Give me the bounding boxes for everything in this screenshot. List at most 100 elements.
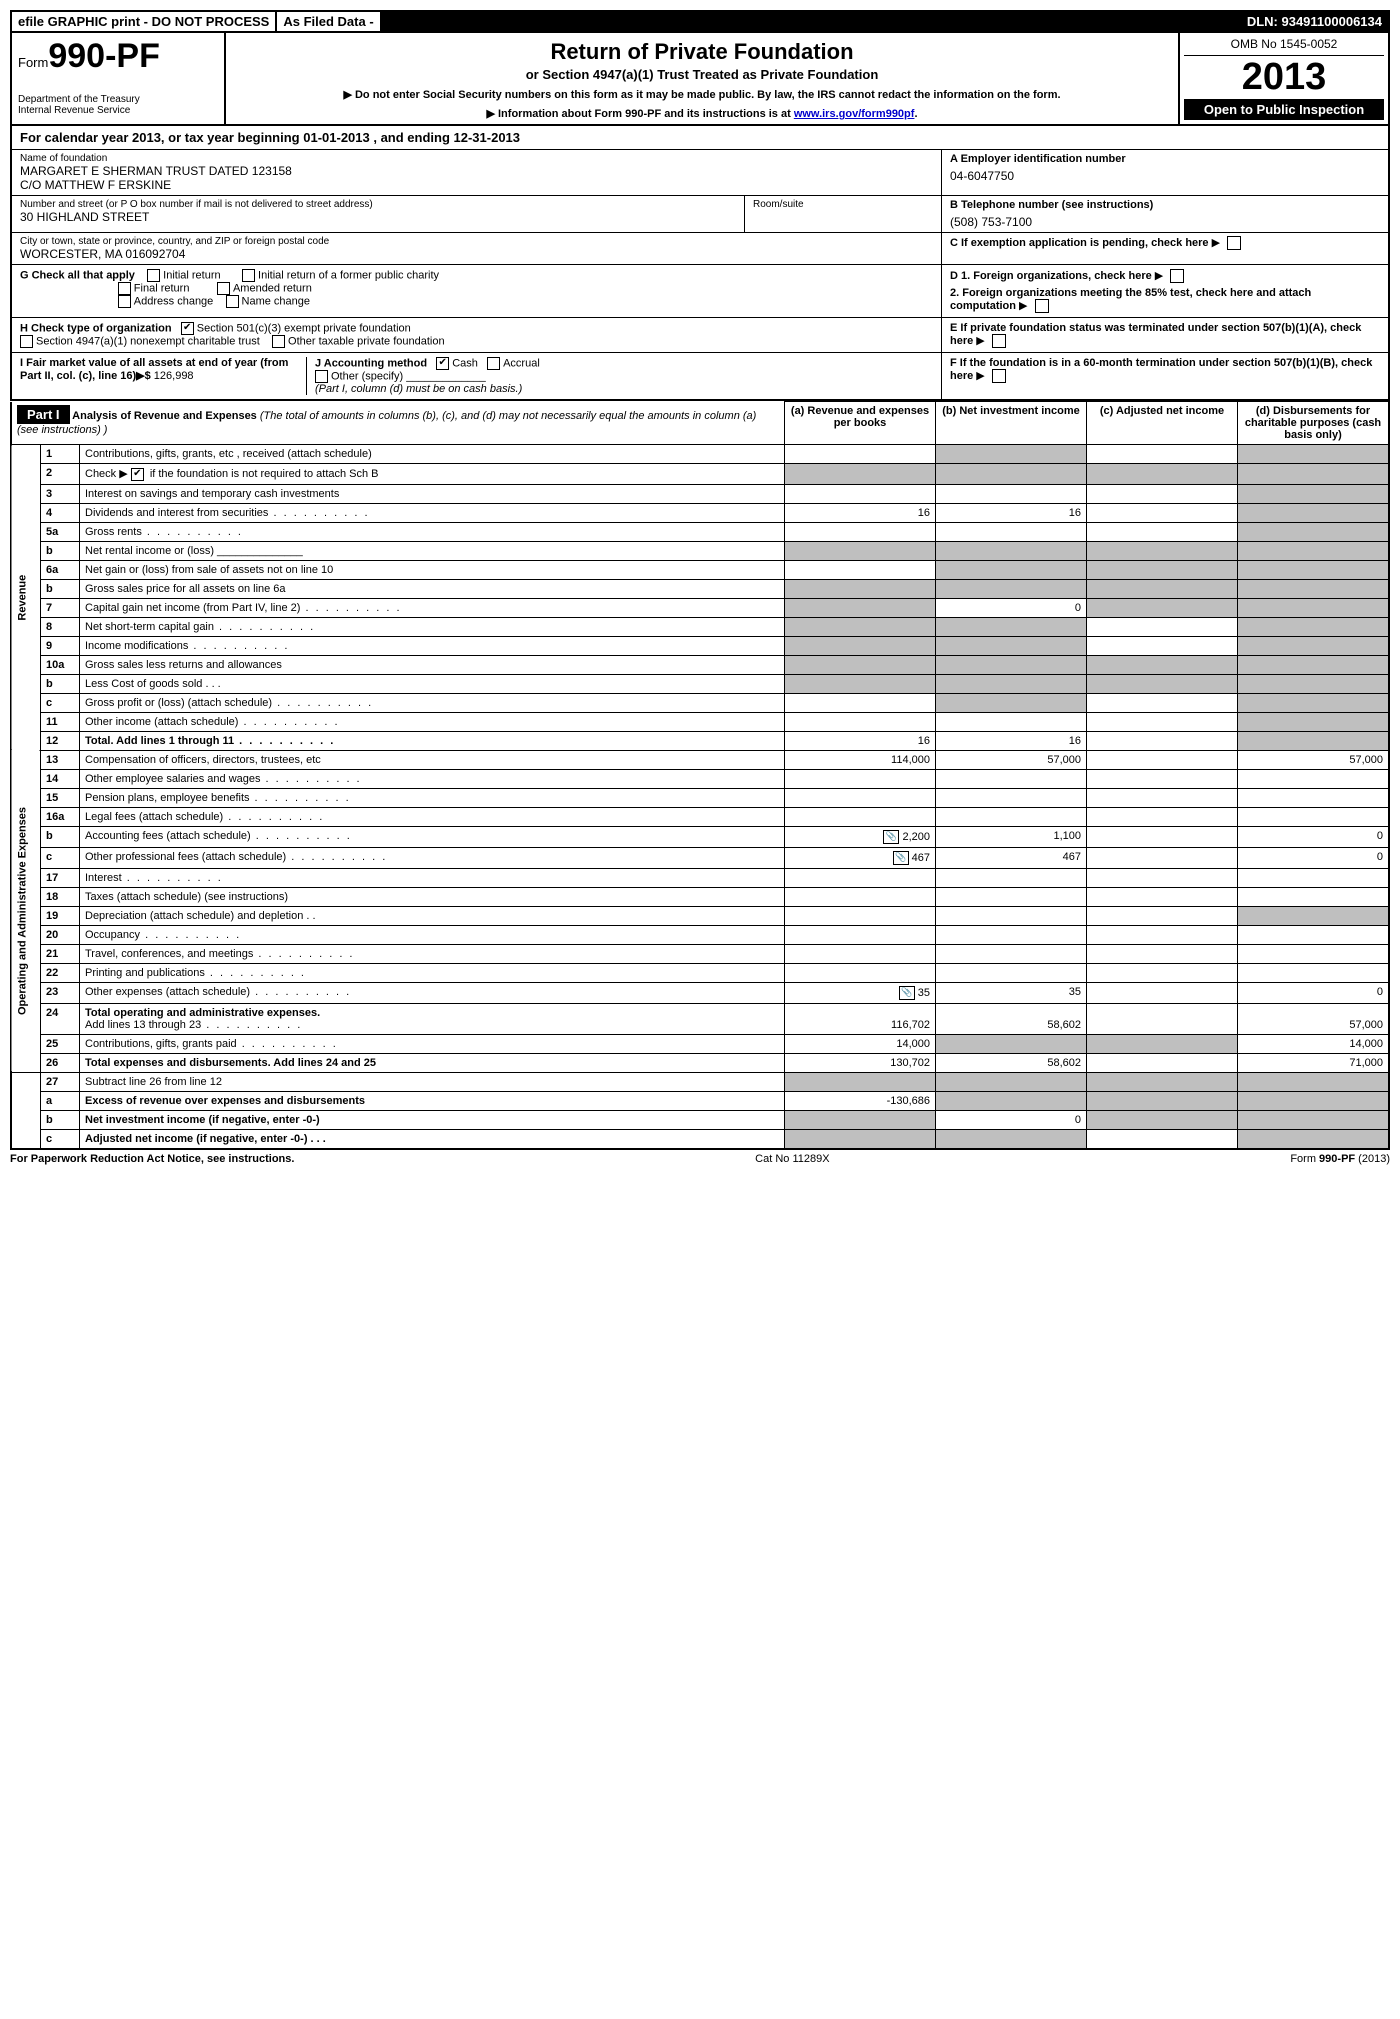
- irs-link[interactable]: www.irs.gov/form990pf: [794, 108, 915, 120]
- h-501c3-cb[interactable]: ✔: [181, 322, 194, 335]
- cal-begin: 01-01-2013: [303, 130, 370, 145]
- row-21: 21Travel, conferences, and meetings: [11, 944, 1389, 963]
- as-filed: As Filed Data -: [277, 12, 381, 31]
- r15-desc: Pension plans, employee benefits: [80, 788, 785, 807]
- f-section: F If the foundation is in a 60-month ter…: [942, 353, 1388, 399]
- f-cb[interactable]: [992, 369, 1006, 383]
- r7-b: 0: [936, 598, 1087, 617]
- row-27c: cAdjusted net income (if negative, enter…: [11, 1129, 1389, 1149]
- r16c-desc: Other professional fees (attach schedule…: [80, 847, 785, 868]
- row-10b: bLess Cost of goods sold . . .: [11, 674, 1389, 693]
- form-header: Form990-PF Department of the Treasury In…: [10, 33, 1390, 126]
- g-initial-cb[interactable]: [147, 269, 160, 282]
- r13-desc: Compensation of officers, directors, tru…: [80, 750, 785, 769]
- g-final-cb[interactable]: [118, 282, 131, 295]
- row-2: 2 Check ▶ ✔ if the foundation is not req…: [11, 464, 1389, 485]
- r17-desc: Interest: [80, 868, 785, 887]
- c-checkbox[interactable]: [1227, 236, 1241, 250]
- row-24: 24Total operating and administrative exp…: [11, 1003, 1389, 1034]
- efile-notice: efile GRAPHIC print - DO NOT PROCESS: [12, 12, 277, 31]
- d1-label: D 1. Foreign organizations, check here: [950, 270, 1152, 282]
- ij-section: I Fair market value of all assets at end…: [12, 353, 942, 399]
- dln-label: DLN:: [1247, 14, 1278, 29]
- street-label: Number and street (or P O box number if …: [20, 199, 736, 210]
- g-d-row: G Check all that apply Initial return In…: [10, 265, 1390, 318]
- r27a-desc: Excess of revenue over expenses and disb…: [80, 1091, 785, 1110]
- attach-icon[interactable]: 📎: [883, 830, 899, 844]
- r16b-b: 1,100: [936, 826, 1087, 847]
- revenue-side-label: Revenue: [11, 445, 41, 751]
- street-cell: Number and street (or P O box number if …: [12, 196, 745, 232]
- g-amended-cb[interactable]: [217, 282, 230, 295]
- expenses-side-label: Operating and Administrative Expenses: [11, 750, 41, 1072]
- r2-pre: Check ▶: [85, 468, 131, 480]
- h-4947-cb[interactable]: [20, 335, 33, 348]
- h-4947: Section 4947(a)(1) nonexempt charitable …: [36, 336, 260, 348]
- r2-cb[interactable]: ✔: [131, 468, 144, 481]
- g-addr-cb[interactable]: [118, 295, 131, 308]
- j-accrual-cb[interactable]: [487, 357, 500, 370]
- phone-value: (508) 753-7100: [950, 215, 1380, 229]
- row-18: 18Taxes (attach schedule) (see instructi…: [11, 887, 1389, 906]
- r4-b: 16: [936, 503, 1087, 522]
- col-b-header: (b) Net investment income: [936, 402, 1087, 445]
- dln-value: 93491100006134: [1281, 14, 1382, 29]
- form-prefix: Form: [18, 55, 48, 70]
- r10a-desc: Gross sales less returns and allowances: [80, 655, 785, 674]
- g-name-cb[interactable]: [226, 295, 239, 308]
- r23-a: 📎35: [785, 982, 936, 1003]
- city-cell: City or town, state or province, country…: [12, 233, 942, 264]
- calendar-year-row: For calendar year 2013, or tax year begi…: [10, 126, 1390, 150]
- h-other-cb[interactable]: [272, 335, 285, 348]
- attach-icon[interactable]: 📎: [899, 986, 915, 1000]
- e-cb[interactable]: [992, 334, 1006, 348]
- tax-year: 2013: [1184, 56, 1384, 99]
- r27b-b: 0: [936, 1110, 1087, 1129]
- r26-a: 130,702: [785, 1053, 936, 1072]
- r27a-a: -130,686: [785, 1091, 936, 1110]
- r7-desc: Capital gain net income (from Part IV, l…: [80, 598, 785, 617]
- j-cell: J Accounting method ✔Cash Accrual Other …: [307, 357, 933, 395]
- r16c-d: 0: [1238, 847, 1390, 868]
- h-e-row: H Check type of organization ✔Section 50…: [10, 318, 1390, 353]
- r20-desc: Occupancy: [80, 925, 785, 944]
- row-16b: bAccounting fees (attach schedule)📎2,200…: [11, 826, 1389, 847]
- r24-b: 58,602: [936, 1003, 1087, 1034]
- r13-a: 114,000: [785, 750, 936, 769]
- phone-cell: B Telephone number (see instructions) (5…: [942, 196, 1388, 232]
- g-final: Final return: [134, 282, 190, 294]
- irs-label: Internal Revenue Service: [18, 105, 218, 116]
- g-former-cb[interactable]: [242, 269, 255, 282]
- row-9: 9Income modifications: [11, 636, 1389, 655]
- room-label: Room/suite: [753, 199, 933, 210]
- r18-desc: Taxes (attach schedule) (see instruction…: [80, 887, 785, 906]
- r13-d: 57,000: [1238, 750, 1390, 769]
- r4-a: 16: [785, 503, 936, 522]
- r13-b: 57,000: [936, 750, 1087, 769]
- j-cash-cb[interactable]: ✔: [436, 357, 449, 370]
- row-5a: 5aGross rents: [11, 522, 1389, 541]
- h-section: H Check type of organization ✔Section 50…: [12, 318, 942, 352]
- row-11: 11Other income (attach schedule): [11, 712, 1389, 731]
- addr-phone-row: Number and street (or P O box number if …: [10, 196, 1390, 233]
- j-other-cb[interactable]: [315, 370, 328, 383]
- cal-end: 12-31-2013: [454, 130, 521, 145]
- row-7: 7Capital gain net income (from Part IV, …: [11, 598, 1389, 617]
- ein-cell: A Employer identification number 04-6047…: [942, 150, 1388, 195]
- r21-desc: Travel, conferences, and meetings: [80, 944, 785, 963]
- row-26: 26Total expenses and disbursements. Add …: [11, 1053, 1389, 1072]
- r16c-b: 467: [936, 847, 1087, 868]
- d1-cb[interactable]: [1170, 269, 1184, 283]
- row-14: 14Other employee salaries and wages: [11, 769, 1389, 788]
- ssn-note: ▶ Do not enter Social Security numbers o…: [236, 88, 1168, 101]
- cal-pre: For calendar year 2013, or tax year begi…: [20, 130, 303, 145]
- r2-desc: Check ▶ ✔ if the foundation is not requi…: [80, 464, 785, 485]
- attach-icon[interactable]: 📎: [893, 851, 909, 865]
- r25-a: 14,000: [785, 1034, 936, 1053]
- d2-cb[interactable]: [1035, 299, 1049, 313]
- ein-value: 04-6047750: [950, 169, 1380, 183]
- g-amended: Amended return: [233, 282, 312, 294]
- j-label: J Accounting method: [315, 358, 427, 370]
- row-20: 20Occupancy: [11, 925, 1389, 944]
- cal-mid: , and ending: [370, 130, 454, 145]
